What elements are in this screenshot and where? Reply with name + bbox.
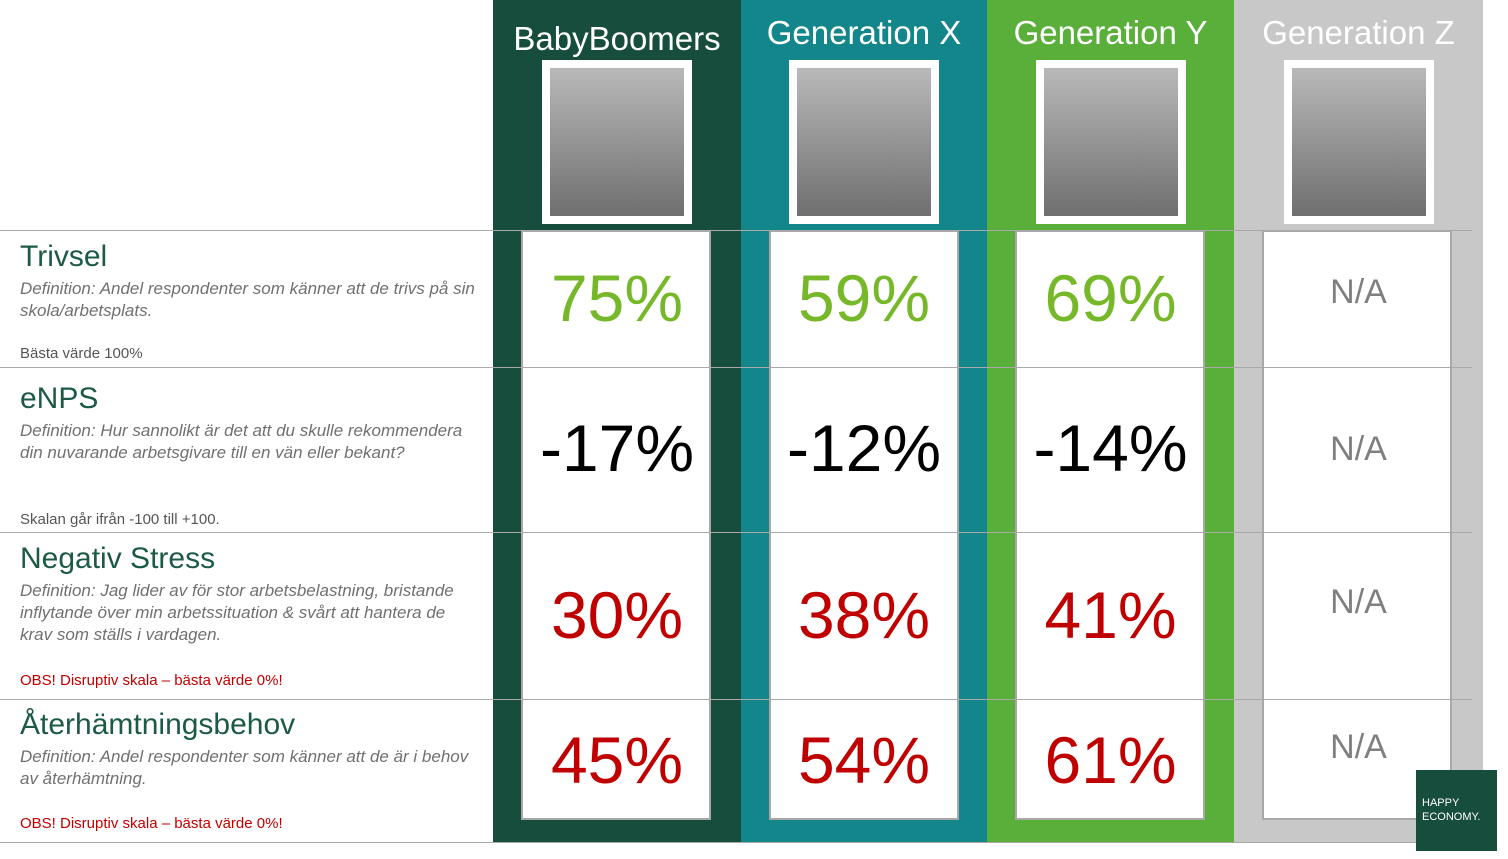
value: 41% (1044, 578, 1177, 652)
row-definition: Definition: Andel respondenter som känne… (20, 747, 469, 788)
photo-placeholder (550, 68, 684, 216)
value-box (521, 230, 711, 820)
row-divider (0, 230, 1472, 231)
value: 75% (550, 261, 684, 335)
value: -12% (786, 411, 942, 485)
value: 69% (1044, 261, 1177, 335)
logo: HAPPY ECONOMY. (1416, 770, 1497, 851)
value: 38% (797, 578, 931, 652)
logo-text: HAPPY (1422, 797, 1460, 809)
row-definition: Definition: Andel respondenter som känne… (20, 279, 475, 320)
row-title: Negativ Stress (20, 542, 216, 575)
photo (789, 60, 939, 224)
value: N/A (1330, 728, 1387, 766)
column-header: Generation X (766, 14, 962, 51)
row-title: eNPS (20, 382, 99, 415)
row-note: OBS! Disruptiv skala – bästa värde 0%! (20, 815, 283, 832)
logo-text: ECONOMY. (1422, 811, 1481, 823)
value: N/A (1330, 583, 1387, 621)
value-box (1262, 230, 1452, 820)
column-header: Generation Z (1262, 14, 1455, 51)
row-note: Skalan går ifrån -100 till +100. (20, 511, 220, 528)
photo-placeholder (1043, 68, 1178, 216)
row-title: Trivsel (20, 240, 108, 273)
value-box (769, 230, 959, 820)
photo (1035, 60, 1186, 224)
value-box (1015, 230, 1205, 820)
row-divider (0, 699, 1472, 700)
row-note: Bästa värde 100% (20, 345, 143, 362)
row-note: OBS! Disruptiv skala – bästa värde 0%! (20, 672, 283, 689)
column-header: BabyBoomers (513, 20, 721, 57)
row-divider (0, 842, 1472, 843)
row-definition: Definition: Jag lider av för stor arbets… (20, 581, 454, 644)
value: -14% (1033, 411, 1188, 485)
photo-placeholder (1291, 68, 1426, 216)
photo-placeholder (797, 68, 931, 216)
row-title: Återhämtningsbehov (20, 708, 296, 741)
value: -17% (539, 411, 695, 485)
photo (542, 60, 692, 224)
value: 59% (797, 261, 931, 335)
value: 30% (550, 578, 684, 652)
value: N/A (1330, 430, 1387, 468)
column-header: Generation Y (1013, 14, 1208, 51)
row-divider (0, 367, 1472, 368)
value: N/A (1330, 273, 1387, 311)
value: 54% (797, 723, 931, 797)
row-definition: Definition: Hur sannolikt är det att du … (20, 421, 463, 462)
photo (1283, 60, 1434, 224)
value: 45% (550, 723, 684, 797)
row-divider (0, 532, 1472, 533)
value: 61% (1044, 723, 1177, 797)
